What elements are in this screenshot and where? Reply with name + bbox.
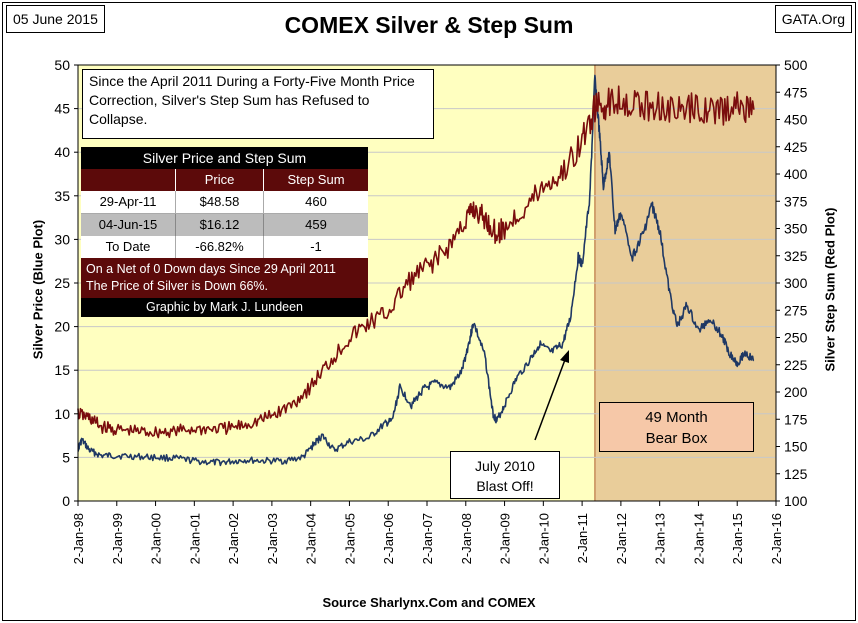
table-credit: Graphic by Mark J. Lundeen	[81, 298, 368, 317]
series-line-stepsum	[77, 85, 755, 439]
table-header-price: Price	[176, 169, 264, 191]
table-row: 29-Apr-11 $48.58 460	[81, 191, 368, 214]
x-tick-label: 2-Jan-98	[71, 513, 86, 564]
table-header-stepsum: Step Sum	[287, 172, 345, 187]
date-label: 05 June 2015	[6, 5, 105, 33]
y-right-tick-label: 125	[784, 466, 808, 482]
y-left-tick-label: 5	[62, 449, 70, 465]
y-left-tick-label: 35	[54, 188, 70, 204]
callout-arrow-line	[534, 356, 567, 441]
x-tick-label: 2-Jan-03	[265, 513, 280, 564]
y-right-tick-label: 425	[784, 139, 808, 155]
x-tick-label: 2-Jan-11	[575, 513, 590, 563]
table-cell-step: 460	[305, 194, 327, 209]
x-tick-label: 2-Jan-10	[536, 513, 551, 564]
table-footnote-line-1: On a Net of 0 Down days Since 29 April 2…	[86, 262, 336, 276]
x-tick-label: 2-Jan-08	[459, 513, 474, 564]
y-right-tick-label: 325	[784, 248, 808, 264]
table-cell-date: To Date	[81, 236, 176, 258]
x-tick-label: 2-Jan-04	[304, 513, 319, 564]
y-right-tick-label: 225	[784, 357, 808, 373]
y-left-tick-label: 10	[54, 406, 70, 422]
y-left-tick-label: 15	[54, 362, 70, 378]
x-tick-label: 2-Jan-05	[342, 513, 357, 564]
table-cell-step: 459	[305, 217, 327, 232]
y-right-tick-label: 250	[784, 330, 808, 346]
callout-arrow-head	[560, 350, 569, 363]
y-right-tick-label: 350	[784, 221, 808, 237]
bear-box-line-2: Bear Box	[645, 430, 708, 447]
y-left-tick-label: 45	[54, 101, 70, 117]
summary-table: Silver Price and Step Sum Price Step Sum…	[81, 147, 368, 317]
table-row: To Date -66.82% -1	[81, 236, 368, 258]
x-tick-label: 2-Jan-16	[769, 513, 784, 564]
x-tick-label: 2-Jan-12	[614, 513, 629, 564]
y-left-tick-label: 50	[54, 57, 70, 73]
x-tick-label: 2-Jan-01	[187, 513, 202, 564]
site-label: GATA.Org	[774, 5, 852, 33]
y-right-tick-label: 100	[784, 493, 808, 509]
x-tick-label: 2-Jan-09	[498, 513, 513, 564]
y-left-tick-label: 30	[54, 231, 70, 247]
callout-line-1: July 2010	[475, 458, 535, 474]
y-left-tick-label: 20	[54, 319, 70, 335]
y-left-tick-label: 40	[54, 144, 70, 160]
table-footnote-line-2: The Price of Silver is Down 66%.	[86, 279, 269, 293]
y-right-tick-label: 400	[784, 166, 808, 182]
series-line-silver	[77, 74, 755, 467]
y-right-tick-label: 275	[784, 302, 808, 318]
table-cell-step: -1	[310, 239, 322, 254]
table-footnote: On a Net of 0 Down days Since 29 April 2…	[81, 258, 368, 298]
x-tick-label: 2-Jan-07	[420, 513, 435, 564]
table-cell-price: $16.12	[176, 214, 264, 236]
x-tick-label: 2-Jan-14	[691, 513, 706, 564]
x-tick-label: 2-Jan-02	[226, 513, 241, 564]
x-tick-label: 2-Jan-99	[110, 513, 125, 564]
y-right-tick-label: 500	[784, 57, 808, 73]
y-right-tick-label: 150	[784, 439, 808, 455]
y-right-tick-label: 300	[784, 275, 808, 291]
bear-box-line-1: 49 Month	[645, 409, 708, 426]
chart-title: COMEX Silver & Step Sum	[284, 12, 574, 38]
table-header-blank	[81, 169, 176, 191]
blast-off-callout: July 2010 Blast Off!	[450, 451, 560, 499]
y-right-tick-label: 200	[784, 384, 808, 400]
y-left-tick-label: 0	[62, 493, 70, 509]
y-right-tick-label: 475	[784, 84, 808, 100]
table-row: 04-Jun-15 $16.12 459	[81, 214, 368, 236]
table-cell-price: $48.58	[176, 191, 264, 213]
table-title: Silver Price and Step Sum	[81, 147, 368, 169]
y-right-tick-label: 175	[784, 411, 808, 427]
table-cell-price: -66.82%	[176, 236, 264, 258]
y-right-tick-label: 375	[784, 193, 808, 209]
bear-box-label: 49 Month Bear Box	[599, 402, 754, 452]
y-left-tick-label: 25	[54, 275, 70, 291]
source-label: Source Sharlynx.Com and COMEX	[322, 595, 536, 610]
callout-line-2: Blast Off!	[476, 478, 534, 494]
table-header-row: Price Step Sum	[81, 169, 368, 191]
x-tick-label: 2-Jan-06	[381, 513, 396, 564]
x-tick-label: 2-Jan-13	[653, 513, 668, 564]
table-cell-date: 29-Apr-11	[81, 191, 176, 213]
y-right-tick-label: 450	[784, 112, 808, 128]
x-tick-label: 2-Jan-00	[149, 513, 164, 564]
table-cell-date: 04-Jun-15	[81, 214, 176, 236]
x-tick-label: 2-Jan-15	[730, 513, 745, 564]
annotation-note: Since the April 2011 During a Forty-Five…	[82, 69, 434, 139]
